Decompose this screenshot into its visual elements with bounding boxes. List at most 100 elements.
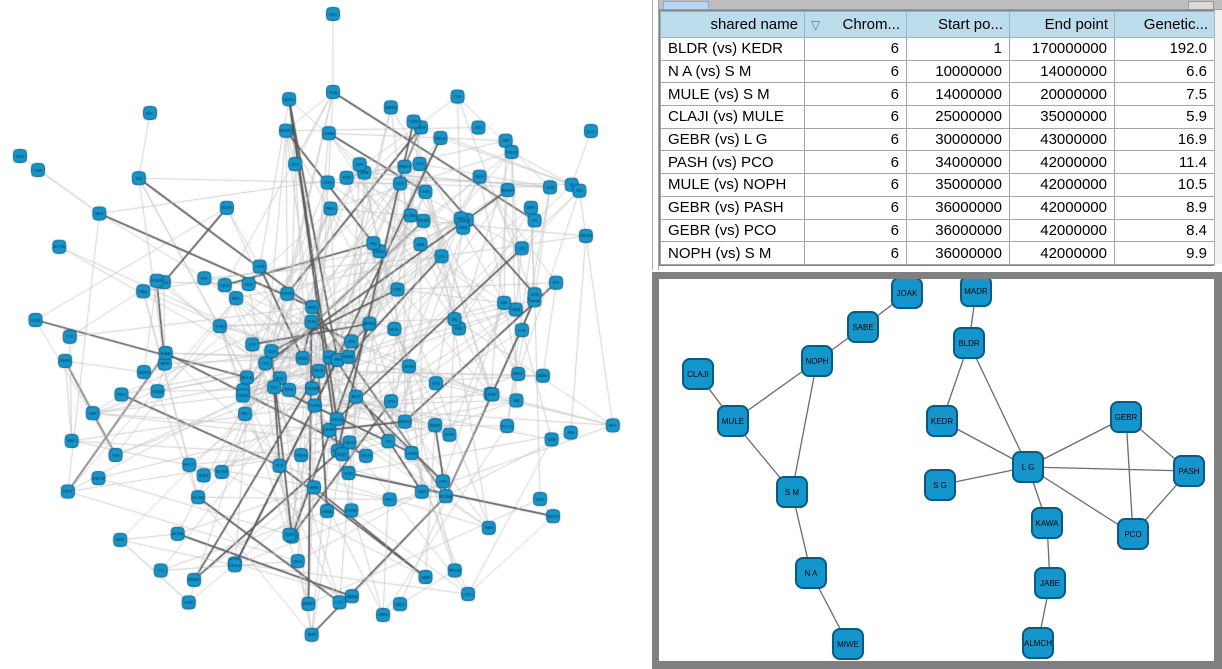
table-row[interactable]: PASH (vs) PCO 6 34000000 42000000 11.4 [660, 150, 1215, 175]
table-cell[interactable]: 36000000 [906, 241, 1010, 265]
table-row[interactable]: GEBR (vs) L G 6 30000000 43000000 16.9 [660, 127, 1215, 152]
node-shape[interactable] [1173, 455, 1205, 487]
table-cell[interactable]: 192.0 [1114, 37, 1215, 61]
overview-network-viewport[interactable]: JOAK SABE NOPH CLAJI MULE S M N A MIWE MADR BLDR K… [659, 279, 1214, 661]
network-node-MIWE[interactable]: MIWE [832, 628, 864, 660]
column-header-0[interactable]: shared name [660, 11, 805, 38]
network-node-N A[interactable]: N A [795, 557, 827, 589]
table-cell[interactable]: GEBR (vs) L G [660, 127, 805, 152]
edge-L G-GEBR[interactable] [1027, 416, 1127, 468]
table-cell[interactable]: 6 [804, 59, 907, 84]
table-cell[interactable]: 14000000 [906, 82, 1010, 107]
table-cell[interactable]: N A (vs) S M [660, 59, 805, 84]
node-shape[interactable] [1022, 627, 1054, 659]
table-vertical-scrollbar[interactable] [1214, 10, 1222, 264]
network-node-PASH[interactable]: PASH [1173, 455, 1205, 487]
table-cell[interactable]: GEBR (vs) PASH [660, 195, 805, 220]
table-cell[interactable]: 170000000 [1009, 37, 1115, 61]
table-cell[interactable]: 7.5 [1114, 82, 1215, 107]
table-cell[interactable]: 6 [804, 195, 907, 220]
table-cell[interactable]: 35000000 [906, 173, 1010, 197]
network-node-JABE[interactable]: JABE [1034, 567, 1066, 599]
node-shape[interactable] [801, 345, 833, 377]
table-cell[interactable]: 6 [804, 37, 907, 61]
table-cell[interactable]: 42000000 [1009, 218, 1115, 243]
table-cell[interactable]: 36000000 [906, 195, 1010, 220]
table-cell[interactable]: NOPH (vs) S M [660, 241, 805, 265]
node-shape[interactable] [953, 327, 985, 359]
table-cell[interactable]: 36000000 [906, 218, 1010, 243]
network-node-KAWA[interactable]: KAWA [1031, 507, 1063, 539]
overview-network[interactable]: JOAK SABE NOPH CLAJI MULE S M N A MIWE MADR BLDR K… [659, 279, 1214, 661]
table-row[interactable]: N A (vs) S M 6 10000000 14000000 6.6 [660, 59, 1215, 84]
table-cell[interactable]: 10.5 [1114, 173, 1215, 197]
edge-NOPH-S M[interactable] [791, 360, 818, 493]
node-shape[interactable] [1034, 567, 1066, 599]
column-header-1[interactable]: ▽ Chrom... [804, 11, 907, 38]
table-cell[interactable]: 14000000 [1009, 59, 1115, 84]
table-cell[interactable]: 30000000 [906, 127, 1010, 152]
table-cell[interactable]: 42000000 [1009, 150, 1115, 175]
table-cell[interactable]: BLDR (vs) KEDR [660, 37, 805, 61]
node-shape[interactable] [891, 279, 923, 309]
node-shape[interactable] [1117, 518, 1149, 550]
edge-L G-PCO[interactable] [1027, 466, 1134, 535]
table-cell[interactable]: 6 [804, 82, 907, 107]
edge-L G-PASH[interactable] [1027, 466, 1190, 472]
main-network-canvas[interactable] [0, 0, 652, 669]
table-row[interactable]: GEBR (vs) PCO 6 36000000 42000000 8.4 [660, 218, 1215, 243]
network-node-PCO[interactable]: PCO [1117, 518, 1149, 550]
table-cell[interactable]: MULE (vs) S M [660, 82, 805, 107]
node-shape[interactable] [682, 358, 714, 390]
node-shape[interactable] [776, 476, 808, 508]
node-shape[interactable] [924, 469, 956, 501]
table-horizontal-scrollbar[interactable] [659, 0, 1222, 10]
table-cell[interactable]: 6 [804, 173, 907, 197]
table-cell[interactable]: 42000000 [1009, 241, 1115, 265]
table-row[interactable]: CLAJI (vs) MULE 6 25000000 35000000 5.9 [660, 105, 1215, 129]
network-node-JOAK[interactable]: JOAK [891, 279, 923, 309]
node-shape[interactable] [1031, 507, 1063, 539]
node-shape[interactable] [847, 311, 879, 343]
table-cell[interactable]: MULE (vs) NOPH [660, 173, 805, 197]
table-cell[interactable]: 43000000 [1009, 127, 1115, 152]
network-node-GEBR[interactable]: GEBR [1110, 401, 1142, 433]
edge-GEBR-PCO[interactable] [1125, 416, 1134, 535]
node-shape[interactable] [960, 279, 992, 307]
table-cell[interactable]: 6 [804, 150, 907, 175]
table-row[interactable]: MULE (vs) S M 6 14000000 20000000 7.5 [660, 82, 1215, 107]
node-shape[interactable] [926, 405, 958, 437]
table-cell[interactable]: 35000000 [1009, 105, 1115, 129]
node-shape[interactable] [832, 628, 864, 660]
network-node-NOPH[interactable]: NOPH [801, 345, 833, 377]
table-cell[interactable]: 11.4 [1114, 150, 1215, 175]
network-node-MADR[interactable]: MADR [960, 279, 992, 307]
column-header-4[interactable]: Genetic... [1114, 11, 1215, 38]
table-cell[interactable]: 8.9 [1114, 195, 1215, 220]
table-cell[interactable]: 25000000 [906, 105, 1010, 129]
table-cell[interactable]: 8.4 [1114, 218, 1215, 243]
table-cell[interactable]: 9.9 [1114, 241, 1215, 265]
table-cell[interactable]: 42000000 [1009, 173, 1115, 197]
table-cell[interactable]: 10000000 [906, 59, 1010, 84]
table-cell[interactable]: 16.9 [1114, 127, 1215, 152]
table-cell[interactable]: 6 [804, 241, 907, 265]
table-cell[interactable]: 6 [804, 218, 907, 243]
table-cell[interactable]: CLAJI (vs) MULE [660, 105, 805, 129]
table-cell[interactable]: 34000000 [906, 150, 1010, 175]
network-node-S G[interactable]: S G [924, 469, 956, 501]
column-header-3[interactable]: End point [1009, 11, 1115, 38]
network-node-KEDR[interactable]: KEDR [926, 405, 958, 437]
hscrollbar-thumb[interactable] [663, 1, 709, 10]
network-node-CLAJI[interactable]: CLAJI [682, 358, 714, 390]
edge-BLDR-L G[interactable] [968, 342, 1029, 468]
node-shape[interactable] [1110, 401, 1142, 433]
table-cell[interactable]: PASH (vs) PCO [660, 150, 805, 175]
table-cell[interactable]: GEBR (vs) PCO [660, 218, 805, 243]
node-shape[interactable] [1012, 451, 1044, 483]
node-shape[interactable] [795, 557, 827, 589]
table-row[interactable]: MULE (vs) NOPH 6 35000000 42000000 10.5 [660, 173, 1215, 197]
column-header-2[interactable]: Start po... [906, 11, 1010, 38]
table-row[interactable]: NOPH (vs) S M 6 36000000 42000000 9.9 [660, 241, 1215, 265]
network-node-BLDR[interactable]: BLDR [953, 327, 985, 359]
